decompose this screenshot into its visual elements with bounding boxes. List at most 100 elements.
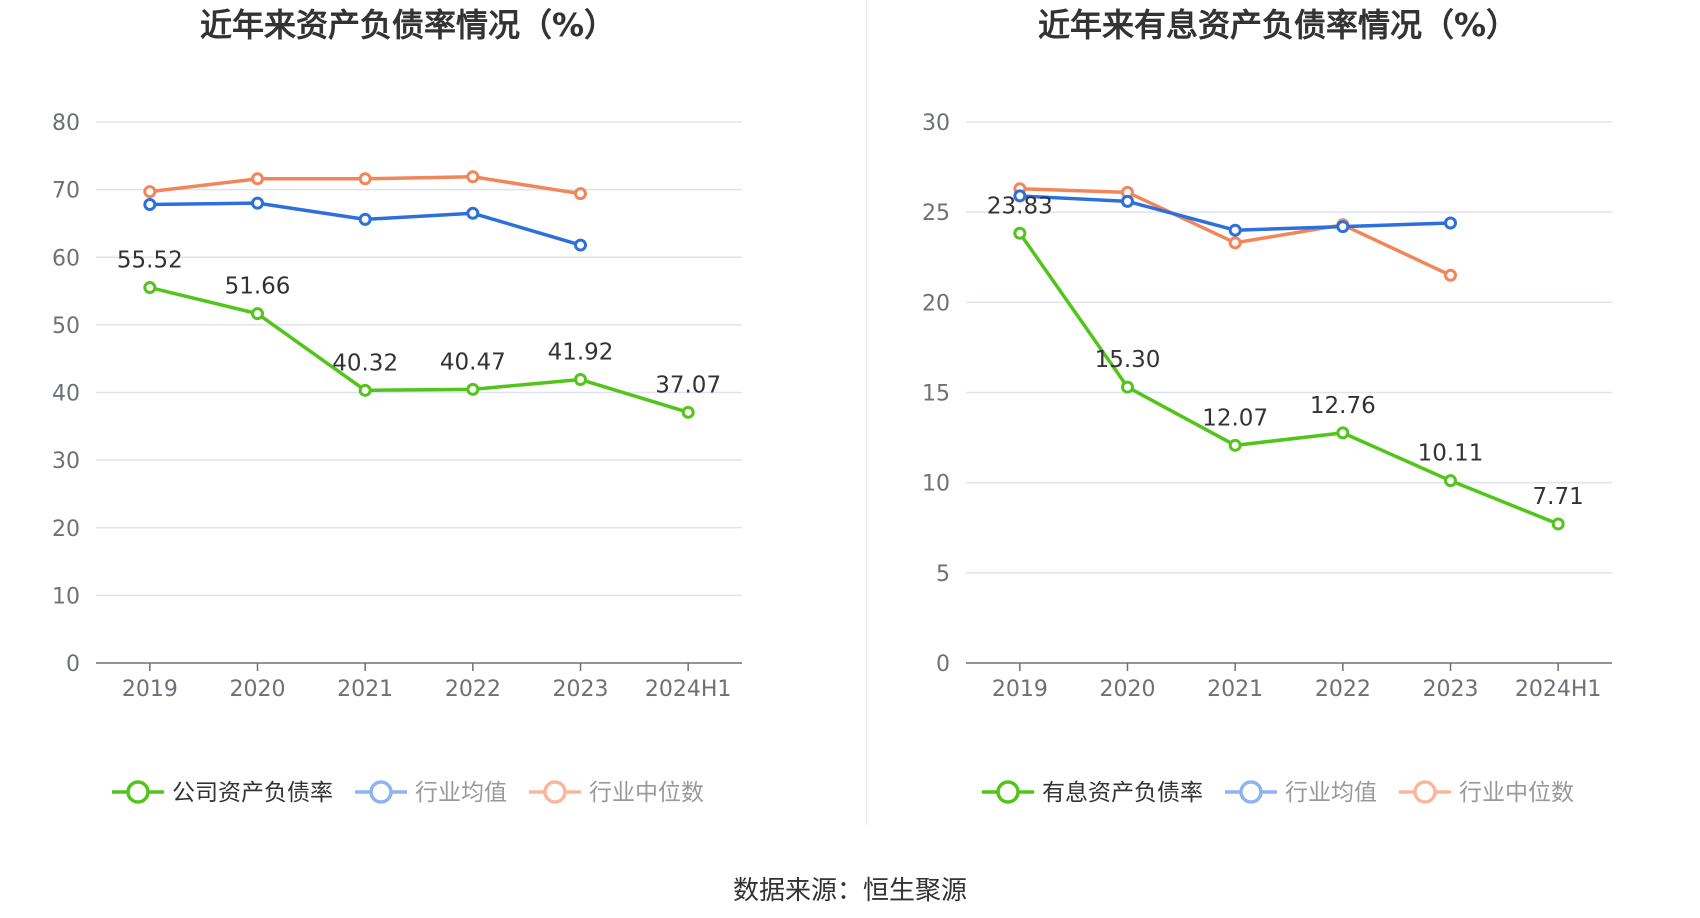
legend-item-median[interactable]: 行业中位数: [1399, 780, 1574, 806]
data-point-median[interactable]: [143, 185, 157, 199]
chart-panel-interest-debt-ratio: 近年来有息资产负债率情况（%） 0 5 10 15 20 25 30 2019 2020 2021 2…: [870, 0, 1700, 830]
data-source-note: 数据来源：恒生聚源: [732, 876, 967, 906]
chart-panel-total-debt-ratio: 近年来资产负债率情况（%） 0 10 20 30 40 50 60 70 80 2019 2020 20…: [0, 0, 850, 830]
data-point-company[interactable]: [1551, 517, 1565, 531]
data-point-company[interactable]: [466, 382, 480, 396]
data-point-company[interactable]: [681, 405, 695, 419]
y-tick-label: 20: [922, 291, 950, 316]
data-point-avg[interactable]: [466, 206, 480, 220]
data-label: 37.07: [655, 372, 721, 398]
legend-circle-icon: [543, 780, 567, 804]
legend-label: 有息资产负债率: [1042, 780, 1203, 806]
data-label: 40.32: [332, 350, 398, 376]
x-tick-label: 2023: [1423, 677, 1479, 702]
legend-item-company[interactable]: 有息资产负债率: [982, 780, 1203, 806]
chart-svg: 近年来有息资产负债率情况（%） 0 5 10 15 20 25 30 2019 2020 2021 2…: [922, 6, 1612, 806]
x-tick-label: 2020: [230, 677, 286, 702]
y-tick-label: 15: [922, 382, 950, 407]
legend-circle-icon: [369, 780, 393, 804]
data-label: 41.92: [548, 340, 614, 366]
data-point-avg[interactable]: [251, 196, 264, 210]
series-median: [143, 170, 587, 201]
data-point-median[interactable]: [466, 170, 480, 184]
legend-circle-icon: [1239, 780, 1263, 804]
y-tick-label: 5: [936, 562, 950, 587]
x-tick-label: 2022: [445, 677, 501, 702]
data-point-company[interactable]: [1121, 380, 1134, 394]
data-point-company[interactable]: [143, 281, 157, 295]
legend-item-avg[interactable]: 行业均值: [1225, 780, 1377, 806]
series-line-company: [1018, 232, 1559, 526]
data-point-avg[interactable]: [1444, 216, 1457, 230]
data-point-company[interactable]: [1013, 226, 1027, 240]
data-point-avg[interactable]: [358, 212, 372, 226]
chart-title: 近年来有息资产负债率情况（%）: [1038, 6, 1518, 44]
data-point-median[interactable]: [574, 187, 587, 201]
x-tick-label: 2021: [337, 677, 393, 702]
data-label: 12.76: [1310, 393, 1376, 419]
y-tick-label: 10: [922, 472, 950, 497]
y-tick-label: 25: [922, 201, 950, 226]
y-tick-label: 20: [52, 517, 80, 542]
legend: 有息资产负债率 行业均值 行业中位数: [982, 780, 1574, 806]
y-tick-label: 50: [52, 314, 80, 339]
data-point-company[interactable]: [1336, 426, 1350, 440]
data-point-avg[interactable]: [1336, 220, 1350, 234]
data-label: 15.30: [1095, 347, 1161, 373]
x-tick-label: 2023: [553, 677, 609, 702]
data-point-company[interactable]: [574, 373, 587, 387]
y-tick-label: 10: [52, 584, 80, 609]
data-point-avg[interactable]: [1121, 194, 1134, 208]
legend-circle-icon: [1413, 780, 1437, 804]
series-company: 55.52 51.66 40.32 40.47 41.92 37.07: [117, 248, 721, 419]
data-point-avg[interactable]: [574, 238, 587, 252]
data-point-median[interactable]: [1228, 236, 1242, 250]
legend-item-median[interactable]: 行业中位数: [529, 780, 704, 806]
legend-label: 行业中位数: [589, 780, 704, 806]
legend-label: 行业中位数: [1459, 780, 1574, 806]
data-point-median[interactable]: [1444, 268, 1457, 282]
x-tick-label: 2021: [1207, 677, 1263, 702]
data-point-avg[interactable]: [1228, 223, 1242, 237]
chart-title: 近年来资产负债率情况（%）: [200, 6, 616, 44]
data-label: 10.11: [1418, 441, 1484, 467]
series-company: 23.83 15.30 12.07 12.76 10.11 7.71: [987, 193, 1584, 531]
data-point-median[interactable]: [358, 172, 372, 186]
x-tick-label: 2022: [1315, 677, 1371, 702]
series-line-company: [149, 285, 689, 414]
x-tick-label: 2019: [992, 677, 1048, 702]
data-point-avg[interactable]: [1013, 189, 1027, 203]
legend-item-avg[interactable]: 行业均值: [355, 780, 507, 806]
data-label: 7.71: [1533, 484, 1584, 510]
chart-svg: 近年来资产负债率情况（%） 0 10 20 30 40 50 60 70 80 2019 2020 20…: [52, 6, 742, 806]
data-point-company[interactable]: [358, 383, 372, 397]
legend: 公司资产负债率 行业均值 行业中位数: [112, 780, 704, 806]
x-tick-label: 2019: [122, 677, 178, 702]
legend-label: 行业均值: [1285, 780, 1377, 806]
data-point-company[interactable]: [1444, 474, 1457, 488]
data-point-company[interactable]: [251, 307, 264, 321]
y-tick-label: 40: [52, 382, 80, 407]
data-point-avg[interactable]: [143, 198, 157, 212]
legend-circle-icon: [126, 780, 150, 804]
legend-label: 公司资产负债率: [172, 780, 333, 806]
y-tick-label: 60: [52, 246, 80, 271]
data-label: 51.66: [225, 274, 291, 300]
data-label: 55.52: [117, 248, 183, 274]
y-tick-label: 30: [52, 449, 80, 474]
series-avg: [1013, 189, 1457, 237]
legend-item-company[interactable]: 公司资产负债率: [112, 780, 333, 806]
legend-label: 行业均值: [415, 780, 507, 806]
series-avg: [143, 196, 587, 252]
y-tick-label: 0: [66, 652, 80, 677]
panel-divider: [866, 0, 867, 825]
data-label: 40.47: [440, 349, 506, 375]
data-label: 12.07: [1202, 405, 1268, 431]
y-tick-label: 70: [52, 179, 80, 204]
legend-circle-icon: [996, 780, 1020, 804]
x-tick-label: 2020: [1100, 677, 1156, 702]
data-point-company[interactable]: [1228, 438, 1242, 452]
y-tick-label: 80: [52, 111, 80, 136]
y-tick-label: 0: [936, 652, 950, 677]
data-point-median[interactable]: [251, 172, 264, 186]
